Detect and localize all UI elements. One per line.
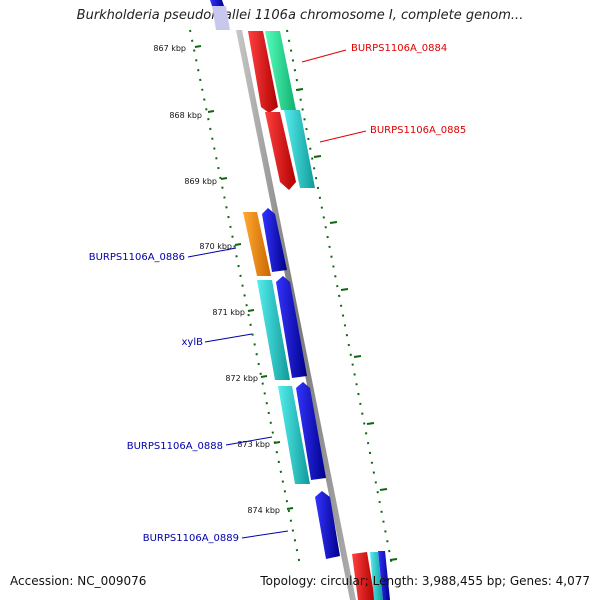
chromosome-backbone: [236, 30, 356, 600]
gene-feature-bottom-red[interactable]: [352, 552, 375, 600]
gene-xylb-cyan[interactable]: [257, 280, 290, 380]
label-burps1106a-0889[interactable]: BURPS1106A_0889: [143, 533, 239, 544]
summary-text: Topology: circular; Length: 3,988,455 bp…: [260, 574, 590, 588]
gene-burps1106a-0884-strand-b[interactable]: [265, 31, 296, 110]
accession-text: Accession: NC_009076: [10, 574, 147, 588]
gene-burps1106a-0888-blue[interactable]: [296, 382, 326, 480]
tick-label-871: 871 kbp: [212, 308, 245, 317]
label-burps1106a-0885[interactable]: BURPS1106A_0885: [370, 125, 466, 136]
gene-xylb-blue[interactable]: [276, 276, 307, 378]
label-burps1106a-0886[interactable]: BURPS1106A_0886: [89, 252, 185, 263]
gene-feature-top-partial[interactable]: [210, 0, 224, 6]
outer-major-ticks: [295, 88, 398, 561]
gene-burps1106a-0889-blue[interactable]: [315, 491, 340, 559]
gene-feature-top-faded[interactable]: [212, 6, 230, 30]
tick-label-867: 867 kbp: [153, 44, 186, 53]
tick-labels: 867 kbp 868 kbp 869 kbp 870 kbp 871 kbp …: [153, 44, 280, 515]
gene-feature-bottom-cyan[interactable]: [370, 552, 383, 600]
gene-burps1106a-0886-orange[interactable]: [243, 212, 271, 276]
gene-burps1106a-0885-strand-a[interactable]: [265, 112, 296, 190]
gene-burps1106a-0884-strand-a[interactable]: [248, 31, 278, 113]
gene-feature-bottom-blue[interactable]: [378, 551, 390, 600]
map-title: Burkholderia pseudomallei 1106a chromoso…: [76, 8, 524, 23]
tick-label-873: 873 kbp: [237, 440, 270, 449]
tick-label-868: 868 kbp: [169, 111, 202, 120]
label-burps1106a-0888[interactable]: BURPS1106A_0888: [127, 441, 223, 452]
gene-labels: BURPS1106A_0884 BURPS1106A_0885 BURPS110…: [89, 43, 467, 544]
gene-burps1106a-0888-cyan[interactable]: [278, 386, 310, 484]
gene-burps1106a-0886-blue[interactable]: [262, 208, 287, 272]
leader-lines: [187, 49, 367, 539]
tick-scale-inner: [189, 29, 301, 566]
label-burps1106a-0884[interactable]: BURPS1106A_0884: [351, 43, 447, 54]
major-ticks: [194, 45, 294, 510]
gene-burps1106a-0885-strand-b[interactable]: [284, 110, 315, 188]
tick-label-870: 870 kbp: [199, 242, 232, 251]
tick-label-872: 872 kbp: [225, 374, 258, 383]
label-xylb[interactable]: xylB: [182, 337, 204, 348]
tick-label-874: 874 kbp: [247, 506, 280, 515]
tick-label-869: 869 kbp: [184, 177, 217, 186]
tick-scale-outer: [286, 29, 393, 566]
